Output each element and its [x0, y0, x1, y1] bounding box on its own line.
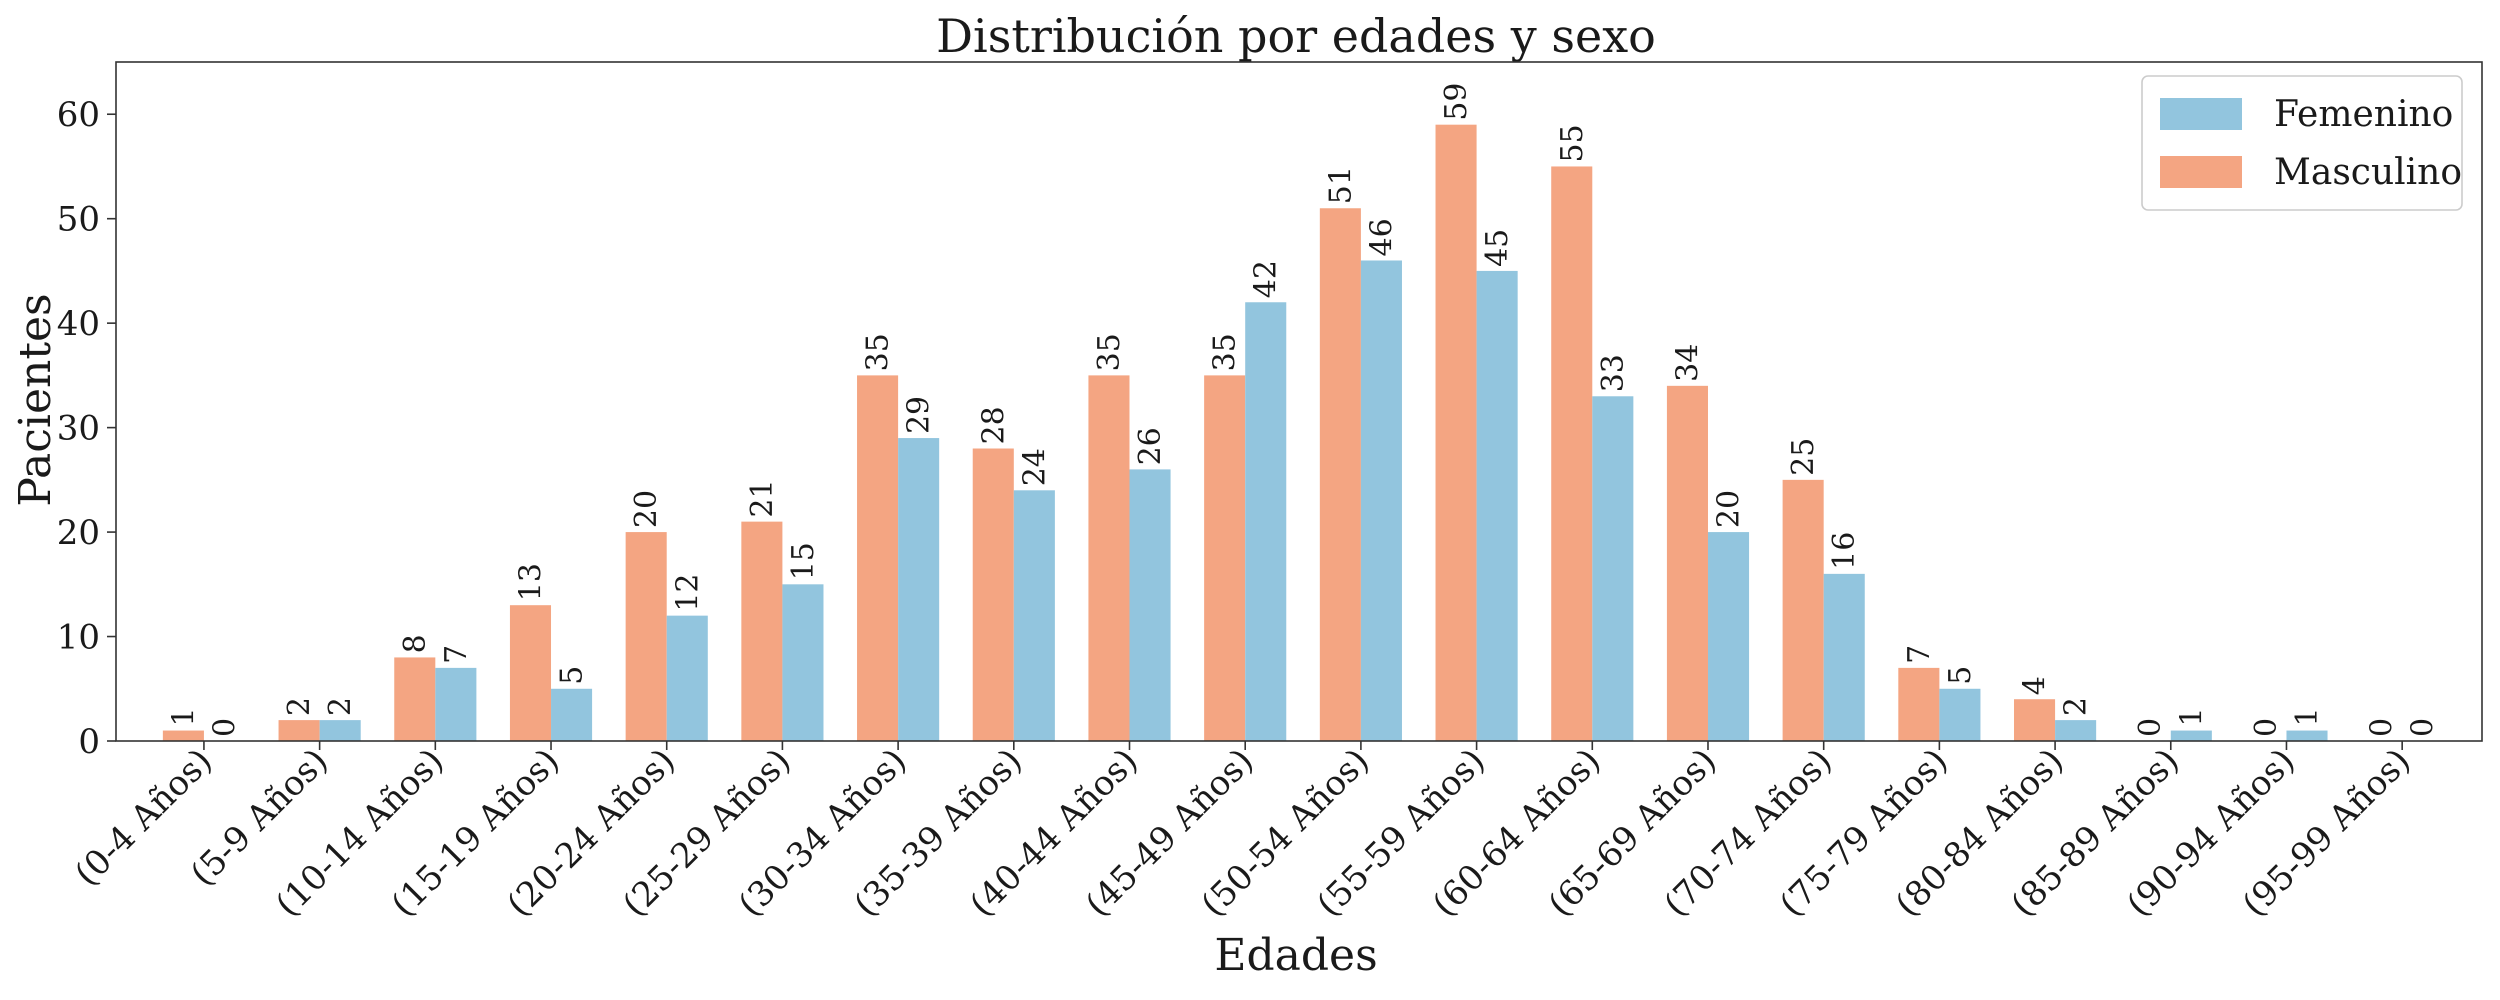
data-label-masculino-10: 51: [1323, 166, 1358, 204]
data-label-masculino-15: 7: [1902, 645, 1937, 664]
bar-masculino-2: [394, 657, 436, 741]
bar-femenino-3: [551, 688, 593, 741]
data-label-femenino-12: 33: [1596, 354, 1631, 392]
data-label-masculino-14: 25: [1786, 438, 1821, 476]
data-label-masculino-2: 8: [398, 634, 433, 653]
data-label-masculino-16: 4: [2018, 676, 2053, 695]
data-label-femenino-0: 0: [207, 718, 242, 737]
data-label-femenino-4: 12: [670, 573, 705, 611]
bar-femenino-11: [1476, 270, 1518, 741]
legend: Femenino Masculino: [2141, 75, 2463, 211]
legend-label-femenino: Femenino: [2274, 94, 2453, 135]
data-label-masculino-11: 59: [1439, 82, 1474, 120]
y-tick-label: 40: [57, 304, 100, 344]
data-label-masculino-8: 35: [1092, 333, 1127, 371]
data-label-femenino-14: 16: [1827, 532, 1862, 570]
data-label-femenino-1: 2: [323, 697, 358, 716]
bar-femenino-4: [666, 615, 708, 741]
bar-masculino-5: [741, 521, 783, 741]
bar-masculino-4: [625, 532, 667, 741]
y-tick-label: 0: [78, 722, 100, 762]
data-label-femenino-18: 1: [2290, 707, 2325, 726]
bar-femenino-14: [1823, 573, 1865, 741]
bar-masculino-7: [972, 448, 1014, 741]
bar-femenino-16: [2055, 720, 2097, 741]
bar-femenino-13: [1707, 532, 1750, 741]
bar-masculino-13: [1666, 385, 1708, 741]
bar-femenino-15: [1939, 688, 1981, 741]
y-tick-label: 50: [57, 200, 100, 240]
legend-swatch-femenino: [2160, 98, 2242, 130]
data-label-femenino-9: 42: [1249, 260, 1284, 298]
data-label-femenino-15: 5: [1943, 666, 1978, 685]
data-label-femenino-5: 15: [786, 542, 821, 580]
chart-title: Distribución por edades y sexo: [936, 9, 1656, 63]
data-label-masculino-18: 0: [2249, 718, 2284, 737]
data-label-femenino-19: 0: [2406, 718, 2441, 737]
legend-label-masculino: Masculino: [2274, 152, 2462, 193]
bar-femenino-18: [2286, 730, 2328, 741]
data-label-masculino-1: 2: [282, 697, 317, 716]
bar-femenino-6: [898, 438, 940, 741]
data-label-masculino-0: 1: [166, 707, 201, 726]
bar-femenino-17: [2170, 730, 2212, 741]
bar-masculino-1: [278, 720, 320, 741]
data-label-masculino-12: 55: [1555, 124, 1590, 162]
bar-femenino-8: [1129, 469, 1171, 741]
data-label-masculino-6: 35: [861, 333, 896, 371]
bar-femenino-1: [319, 720, 361, 741]
data-label-femenino-2: 7: [439, 645, 474, 664]
y-tick-label: 20: [57, 513, 100, 553]
data-label-femenino-6: 29: [902, 396, 937, 434]
data-label-femenino-7: 24: [1017, 448, 1052, 486]
bar-femenino-7: [1013, 490, 1055, 741]
x-axis-label: Edades: [1214, 930, 1377, 981]
bar-femenino-5: [782, 584, 824, 741]
data-label-masculino-3: 13: [513, 563, 548, 601]
y-tick-label: 60: [57, 95, 100, 135]
bar-masculino-6: [857, 375, 899, 741]
data-label-femenino-16: 2: [2059, 697, 2094, 716]
bar-masculino-3: [509, 605, 552, 741]
bar-masculino-9: [1204, 375, 1246, 741]
axes-frame: [115, 61, 2483, 742]
bar-masculino-10: [1319, 208, 1361, 741]
data-label-femenino-8: 26: [1133, 427, 1168, 465]
bar-femenino-2: [435, 667, 477, 741]
legend-swatch-masculino: [2160, 156, 2242, 188]
data-label-femenino-3: 5: [555, 666, 590, 685]
bar-femenino-9: [1245, 302, 1287, 741]
data-label-masculino-7: 28: [976, 406, 1011, 444]
bar-masculino-14: [1782, 479, 1824, 741]
y-axis-label: Pacientes: [10, 293, 61, 506]
bar-masculino-0: [162, 730, 204, 741]
data-label-masculino-17: 0: [2133, 718, 2168, 737]
data-label-masculino-4: 20: [629, 490, 664, 528]
data-label-masculino-19: 0: [2365, 718, 2400, 737]
data-label-femenino-10: 46: [1364, 218, 1399, 256]
bar-masculino-11: [1435, 124, 1477, 742]
bar-femenino-10: [1360, 260, 1402, 741]
data-label-femenino-13: 20: [1712, 490, 1747, 528]
bar-masculino-12: [1551, 166, 1593, 741]
bar-masculino-8: [1088, 375, 1130, 741]
bar-masculino-16: [2014, 699, 2056, 741]
bar-femenino-12: [1592, 396, 1634, 741]
data-label-femenino-17: 1: [2174, 707, 2209, 726]
data-label-femenino-11: 45: [1480, 229, 1515, 267]
y-tick-label: 30: [57, 409, 100, 449]
data-label-masculino-5: 21: [745, 479, 780, 517]
bar-masculino-15: [1898, 667, 1940, 741]
data-label-masculino-9: 35: [1208, 333, 1243, 371]
data-label-masculino-13: 34: [1670, 344, 1705, 382]
y-tick-label: 10: [57, 618, 100, 658]
